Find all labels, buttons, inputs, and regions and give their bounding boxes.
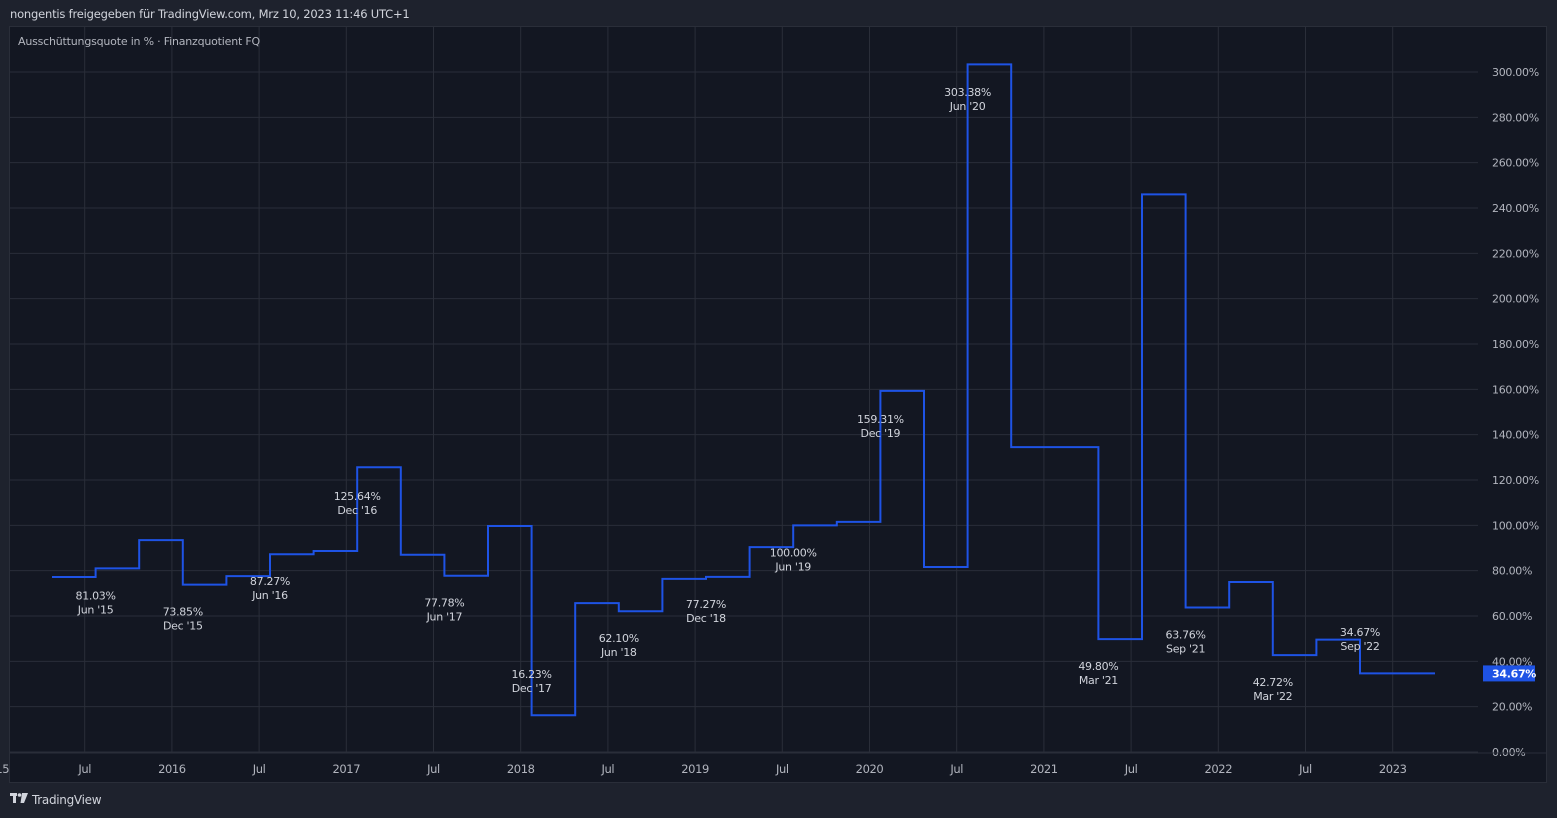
last-value-badge-text: 34.67% <box>1492 667 1536 680</box>
data-label: 34.67%Sep '22 <box>1340 626 1380 653</box>
x-tick-label: 2016 <box>158 762 186 776</box>
x-tick-label: 2019 <box>681 762 709 776</box>
y-tick-label: 180.00% <box>1492 338 1539 351</box>
axes: 0.00%20.00%40.00%60.00%80.00%100.00%120.… <box>0 66 1546 776</box>
data-label: 125.64%Dec '16 <box>334 490 381 517</box>
data-label: 77.78%Jun '17 <box>424 597 464 624</box>
y-tick-label: 80.00% <box>1492 565 1532 578</box>
chart-pane[interactable] <box>9 26 1547 783</box>
x-tick-label: Jul <box>775 762 789 776</box>
x-tick-label: 2018 <box>507 762 535 776</box>
y-tick-label: 300.00% <box>1492 66 1539 79</box>
data-label-date: Mar '22 <box>1253 690 1292 703</box>
data-label: 303.38%Jun '20 <box>944 86 991 113</box>
data-label: 63.76%Sep '21 <box>1166 628 1206 655</box>
data-label-date: Sep '22 <box>1340 640 1379 653</box>
data-label-value: 303.38% <box>944 86 991 99</box>
data-label-value: 159.31% <box>857 413 904 426</box>
data-label: 159.31%Dec '19 <box>857 413 904 440</box>
y-tick-label: 200.00% <box>1492 293 1539 306</box>
brand-name: TradingView <box>32 793 102 807</box>
tradingview-brand[interactable]: TradingView <box>10 793 102 807</box>
data-label-date: Mar '21 <box>1079 674 1118 687</box>
data-label-value: 81.03% <box>76 589 116 602</box>
data-label-value: 34.67% <box>1340 626 1380 639</box>
data-label-date: Dec '18 <box>686 612 726 625</box>
data-label-date: Jun '15 <box>77 603 114 616</box>
data-label: 77.27%Dec '18 <box>686 598 727 625</box>
y-tick-label: 140.00% <box>1492 429 1539 442</box>
y-tick-label: 240.00% <box>1492 202 1539 215</box>
data-label-date: Sep '21 <box>1166 642 1205 655</box>
y-tick-label: 280.00% <box>1492 111 1539 124</box>
x-tick-label: Jul <box>601 762 615 776</box>
data-label: 49.80%Mar '21 <box>1078 660 1118 687</box>
data-label-value: 77.27% <box>686 598 726 611</box>
data-label-date: Jun '19 <box>774 560 811 573</box>
x-tick-label: 2015 <box>0 762 9 776</box>
y-tick-label: 20.00% <box>1492 701 1532 714</box>
series-step-line <box>52 63 1435 717</box>
data-label: 100.00%Jun '19 <box>770 546 817 573</box>
data-label-value: 87.27% <box>250 575 290 588</box>
y-tick-label: 40.00% <box>1492 655 1532 668</box>
tradingview-logo-icon <box>10 793 28 807</box>
x-tick-label: Jul <box>426 762 440 776</box>
data-label-value: 16.23% <box>512 668 552 681</box>
x-tick-label: 2022 <box>1204 762 1232 776</box>
x-tick-label: 2020 <box>856 762 884 776</box>
data-label-value: 77.78% <box>424 597 464 610</box>
y-tick-label: 220.00% <box>1492 247 1539 260</box>
y-tick-label: 100.00% <box>1492 519 1539 532</box>
data-label-value: 49.80% <box>1078 660 1118 673</box>
data-label-date: Dec '19 <box>861 427 901 440</box>
data-label-date: Dec '16 <box>337 504 377 517</box>
chart-attribution: nongentis freigegeben für TradingView.co… <box>10 7 410 21</box>
data-label-value: 100.00% <box>770 546 817 559</box>
data-label-date: Dec '15 <box>163 620 203 633</box>
data-label-value: 42.72% <box>1253 676 1293 689</box>
data-labels: 81.03%Jun '15 73.85%Dec '15 87.27%Jun '16 1… <box>76 86 1381 703</box>
data-label: 42.72%Mar '22 <box>1253 676 1293 703</box>
last-value-badge-layer: 34.67% <box>1483 665 1537 682</box>
y-tick-label: 160.00% <box>1492 383 1539 396</box>
data-label-value: 62.10% <box>599 632 639 645</box>
y-tick-label: 260.00% <box>1492 157 1539 170</box>
x-tick-label: 2023 <box>1379 762 1407 776</box>
data-label: 81.03%Jun '15 <box>76 589 116 616</box>
data-label-value: 73.85% <box>163 606 203 619</box>
chart-title: Ausschüttungsquote in % · Finanzquotient… <box>18 35 260 48</box>
data-label-date: Dec '17 <box>512 682 552 695</box>
data-label-date: Jun '18 <box>600 646 637 659</box>
data-label-value: 125.64% <box>334 490 381 503</box>
data-label: 87.27%Jun '16 <box>250 575 290 602</box>
x-tick-label: Jul <box>1298 762 1312 776</box>
x-tick-label: Jul <box>252 762 266 776</box>
x-tick-label: Jul <box>77 762 91 776</box>
data-label: 16.23%Dec '17 <box>512 668 553 695</box>
data-label-value: 63.76% <box>1166 628 1206 641</box>
y-tick-label: 60.00% <box>1492 610 1532 623</box>
x-tick-label: Jul <box>949 762 963 776</box>
x-tick-label: 2017 <box>332 762 360 776</box>
data-label-date: Jun '20 <box>949 100 986 113</box>
data-label-date: Jun '17 <box>426 611 463 624</box>
x-tick-label: Jul <box>1124 762 1138 776</box>
last-value-badge <box>1483 665 1535 682</box>
data-label: 73.85%Dec '15 <box>163 606 204 633</box>
y-tick-label: 120.00% <box>1492 474 1539 487</box>
data-label: 62.10%Jun '18 <box>599 632 639 659</box>
series-layer <box>52 63 1435 717</box>
grid-lines <box>10 27 1478 753</box>
data-label-date: Jun '16 <box>251 589 288 602</box>
x-tick-label: 2021 <box>1030 762 1058 776</box>
